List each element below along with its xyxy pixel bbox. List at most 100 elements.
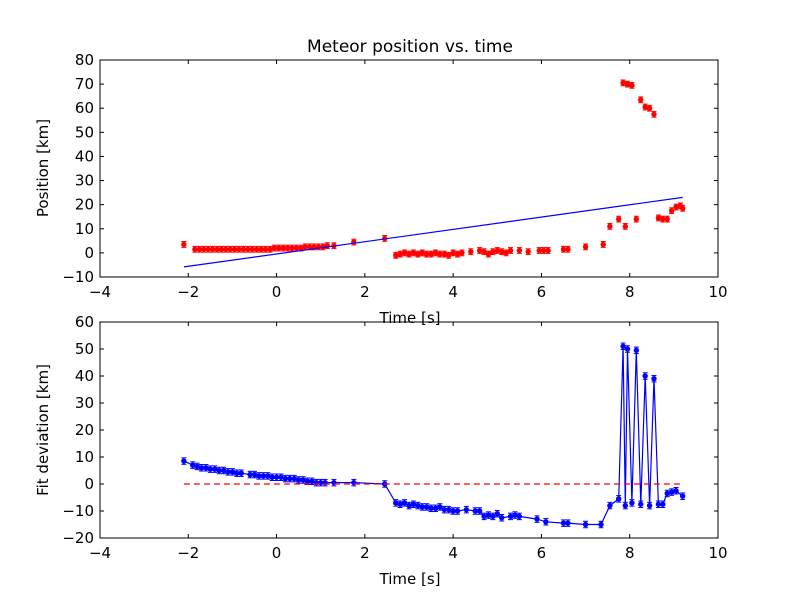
deviation-data-point <box>620 343 626 349</box>
deviation-data-point <box>278 474 284 480</box>
deviation-data-point <box>668 489 675 495</box>
position-y-tick-label: 40 <box>75 147 94 165</box>
position-y-tick-label: 50 <box>75 123 94 141</box>
deviation-data-point <box>234 470 240 476</box>
chart-title-position: Meteor position vs. time <box>307 37 513 57</box>
position-data-point <box>223 246 229 252</box>
position-data-point <box>201 246 207 252</box>
position-y-tick-label: 20 <box>75 196 94 214</box>
deviation-data-point <box>273 474 280 480</box>
deviation-data-point <box>534 516 540 522</box>
deviation-data-point <box>499 515 505 521</box>
deviation-data-point <box>494 511 500 517</box>
position-data-point <box>240 246 247 252</box>
x-axis-label-position: Time [s] <box>379 309 441 327</box>
position-y-tick-label: 60 <box>75 99 94 117</box>
deviation-data-point <box>247 471 253 478</box>
deviation-x-tick-label: 6 <box>537 544 547 562</box>
position-data-point <box>441 251 448 257</box>
deviation-data-point <box>437 504 443 510</box>
deviation-data-point <box>229 469 236 475</box>
y-axis-label-deviation: Fit deviation [km] <box>34 364 52 496</box>
position-data-point <box>271 245 278 251</box>
position-data-point <box>607 223 613 230</box>
deviation-y-tick-label: 60 <box>75 313 94 331</box>
position-data-point <box>258 246 264 252</box>
position-data-point <box>668 207 675 214</box>
position-data-point <box>651 111 657 117</box>
deviation-y-tick-label: 10 <box>75 448 94 466</box>
position-data-point <box>622 223 628 230</box>
deviation-data-point <box>543 519 549 525</box>
position-data-point <box>419 250 425 256</box>
deviation-data-point <box>216 467 222 474</box>
deviation-data-point <box>291 475 297 482</box>
deviation-data-point <box>256 473 262 479</box>
position-x-tick-label: 4 <box>448 283 458 301</box>
position-data-point <box>267 246 273 252</box>
position-series-1-line <box>183 196 683 268</box>
position-data-point <box>468 248 474 255</box>
position-data-point <box>503 250 509 256</box>
deviation-data-point <box>615 496 622 502</box>
position-x-tick-label: 0 <box>272 283 282 301</box>
position-data-point <box>655 215 662 221</box>
position-y-tick-label: 70 <box>75 75 94 93</box>
deviation-data-point <box>432 505 439 511</box>
deviation-data-point <box>220 467 227 474</box>
position-ticks-layer: −4 −2 0 2 4 6 8 10 −10 0 10 20 30 40 50 60 70 80 <box>62 51 727 301</box>
deviation-data-point <box>203 465 209 471</box>
deviation-data-point <box>181 458 187 464</box>
deviation-x-tick-label: 10 <box>708 544 727 562</box>
deviation-y-tick-label: −10 <box>62 502 94 520</box>
deviation-data-point <box>679 493 686 499</box>
deviation-data-point <box>664 490 670 497</box>
deviation-data-point <box>633 347 640 354</box>
deviation-y-tick-label: −20 <box>62 529 94 547</box>
position-y-tick-label: 10 <box>75 220 94 238</box>
deviation-x-tick-label: 0 <box>272 544 282 562</box>
position-data-point <box>620 80 626 86</box>
position-y-tick-label: −10 <box>62 268 94 286</box>
position-data-point <box>540 247 547 254</box>
position-data-point <box>397 251 403 257</box>
position-data-point <box>209 246 216 252</box>
deviation-x-tick-label: 4 <box>448 544 458 562</box>
position-x-tick-label: 2 <box>360 283 370 301</box>
deviation-data-point <box>485 512 492 518</box>
deviation-data-point <box>190 462 196 468</box>
position-x-tick-label: 10 <box>708 283 727 301</box>
deviation-data-point <box>446 506 452 513</box>
deviation-data-point <box>393 500 399 506</box>
position-data-point <box>289 245 295 251</box>
deviation-y-tick-label: 30 <box>75 394 94 412</box>
position-x-tick-label: 6 <box>537 283 547 301</box>
position-data-point <box>499 248 505 255</box>
deviation-data-point <box>582 521 589 528</box>
deviation-data-point <box>642 373 648 379</box>
position-data-point <box>516 247 523 254</box>
position-data-point <box>284 245 291 251</box>
deviation-y-tick-label: 20 <box>75 421 94 439</box>
position-data-point <box>673 204 679 210</box>
position-y-tick-label: 0 <box>84 244 94 262</box>
position-data-point <box>401 250 408 256</box>
position-x-tick-label: 8 <box>625 283 635 301</box>
deviation-data-point <box>516 513 523 520</box>
deviation-data-point <box>309 478 315 484</box>
deviation-data-point <box>269 474 275 480</box>
deviation-data-point <box>472 508 478 514</box>
deviation-data-point <box>419 504 425 510</box>
deviation-x-tick-label: 2 <box>360 544 370 562</box>
position-data-point <box>481 248 487 255</box>
position-data-point <box>565 246 571 252</box>
x-axis-label-deviation: Time [s] <box>379 570 441 588</box>
deviation-data-point <box>198 465 205 471</box>
deviation-data-point <box>646 502 653 509</box>
deviation-data-point <box>265 473 271 479</box>
deviation-data-point <box>450 508 456 514</box>
deviation-y-tick-label: 40 <box>75 367 94 385</box>
deviation-data-point <box>295 477 302 483</box>
